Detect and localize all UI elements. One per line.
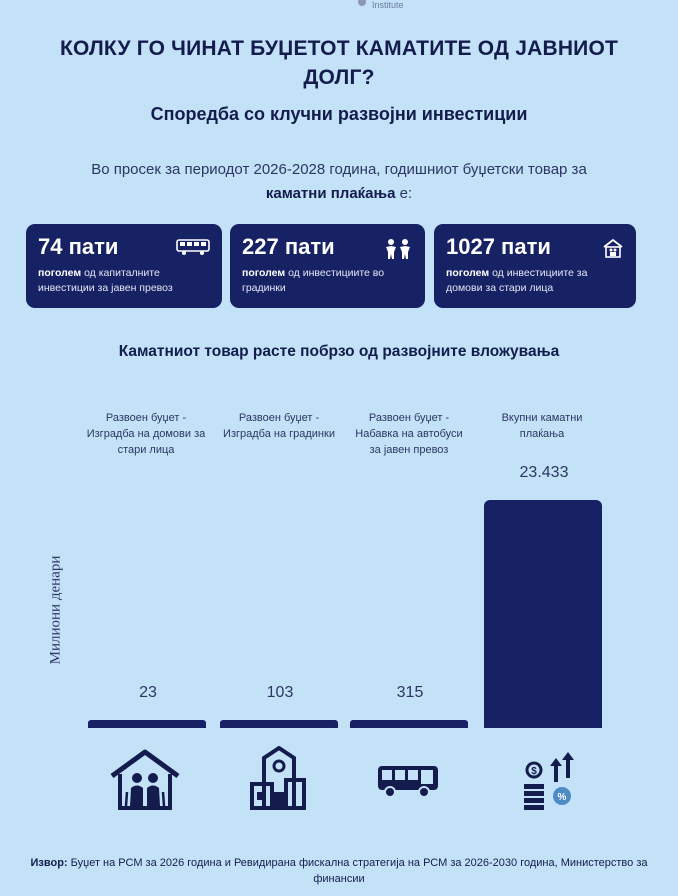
category-label: Развоен буџет - Набавка на автобуси за ј… [355,412,463,456]
logo-text: Institute [372,0,404,10]
category-label: Развоен буџет - Изградба на домови за ст… [86,412,206,456]
bus-icon [176,238,210,261]
bar [484,500,602,728]
children-icon [383,238,413,265]
elderly-home-icon [602,238,624,263]
category-label: Развоен буџет - Изградба на градинки [223,412,335,440]
comparison-card-elderly: 1027 пати поголем од инвестициите за дом… [434,224,636,308]
intro-suffix: е: [399,185,413,202]
intro-prefix: Во просек за периодот 2026-2028 година, … [91,161,587,178]
source-note: Извор: Буџет на РСМ за 2026 година и Рев… [30,857,648,885]
bar [220,720,338,728]
svg-text:$: $ [531,766,537,777]
chart-heading: Каматниот товар расте побрзо од развојни… [118,343,560,360]
data-label: 315 [396,684,424,701]
data-label: 23.433 [519,464,569,481]
card-text: поголем од инвестициите во градинки [242,267,385,294]
intro-text: Во просек за периодот 2026-2028 година, … [70,158,608,206]
page-subtitle: Споредба со клучни развојни инвестиции [150,104,528,124]
data-label: 103 [266,684,294,701]
card-title: 1027 пати [446,234,551,259]
card-text: поголем од инвестициите за домови за ста… [446,267,588,294]
comparison-card-kindergarten: 227 пати поголем од инвестициите во град… [230,224,425,308]
card-text: поголем од капиталните инвестиции за јав… [38,267,173,294]
svg-text:%: % [558,792,567,803]
intro-bold: каматни плаќања [265,185,396,202]
y-axis-label: Милиони денари [47,555,64,665]
bar [88,720,206,728]
bar [350,720,468,728]
money-growth-icon: $ % [524,752,574,810]
category-label: Вкупни каматни плаќања [501,412,583,440]
card-title: 227 пати [242,234,335,259]
bus-icon [378,766,438,798]
page-title: КОЛКУ ГО ЧИНАТ БУЏЕТОТ КАМАТИТЕ ОД ЈАВНИ… [59,37,619,89]
comparison-card-transport: 74 пати поголем од капиталните инвестици… [26,224,222,308]
logo-mark [358,0,366,6]
card-title: 74 пати [38,234,119,259]
kindergarten-icon [250,746,306,810]
data-label: 23 [139,684,157,701]
elderly-home-icon [110,749,180,810]
